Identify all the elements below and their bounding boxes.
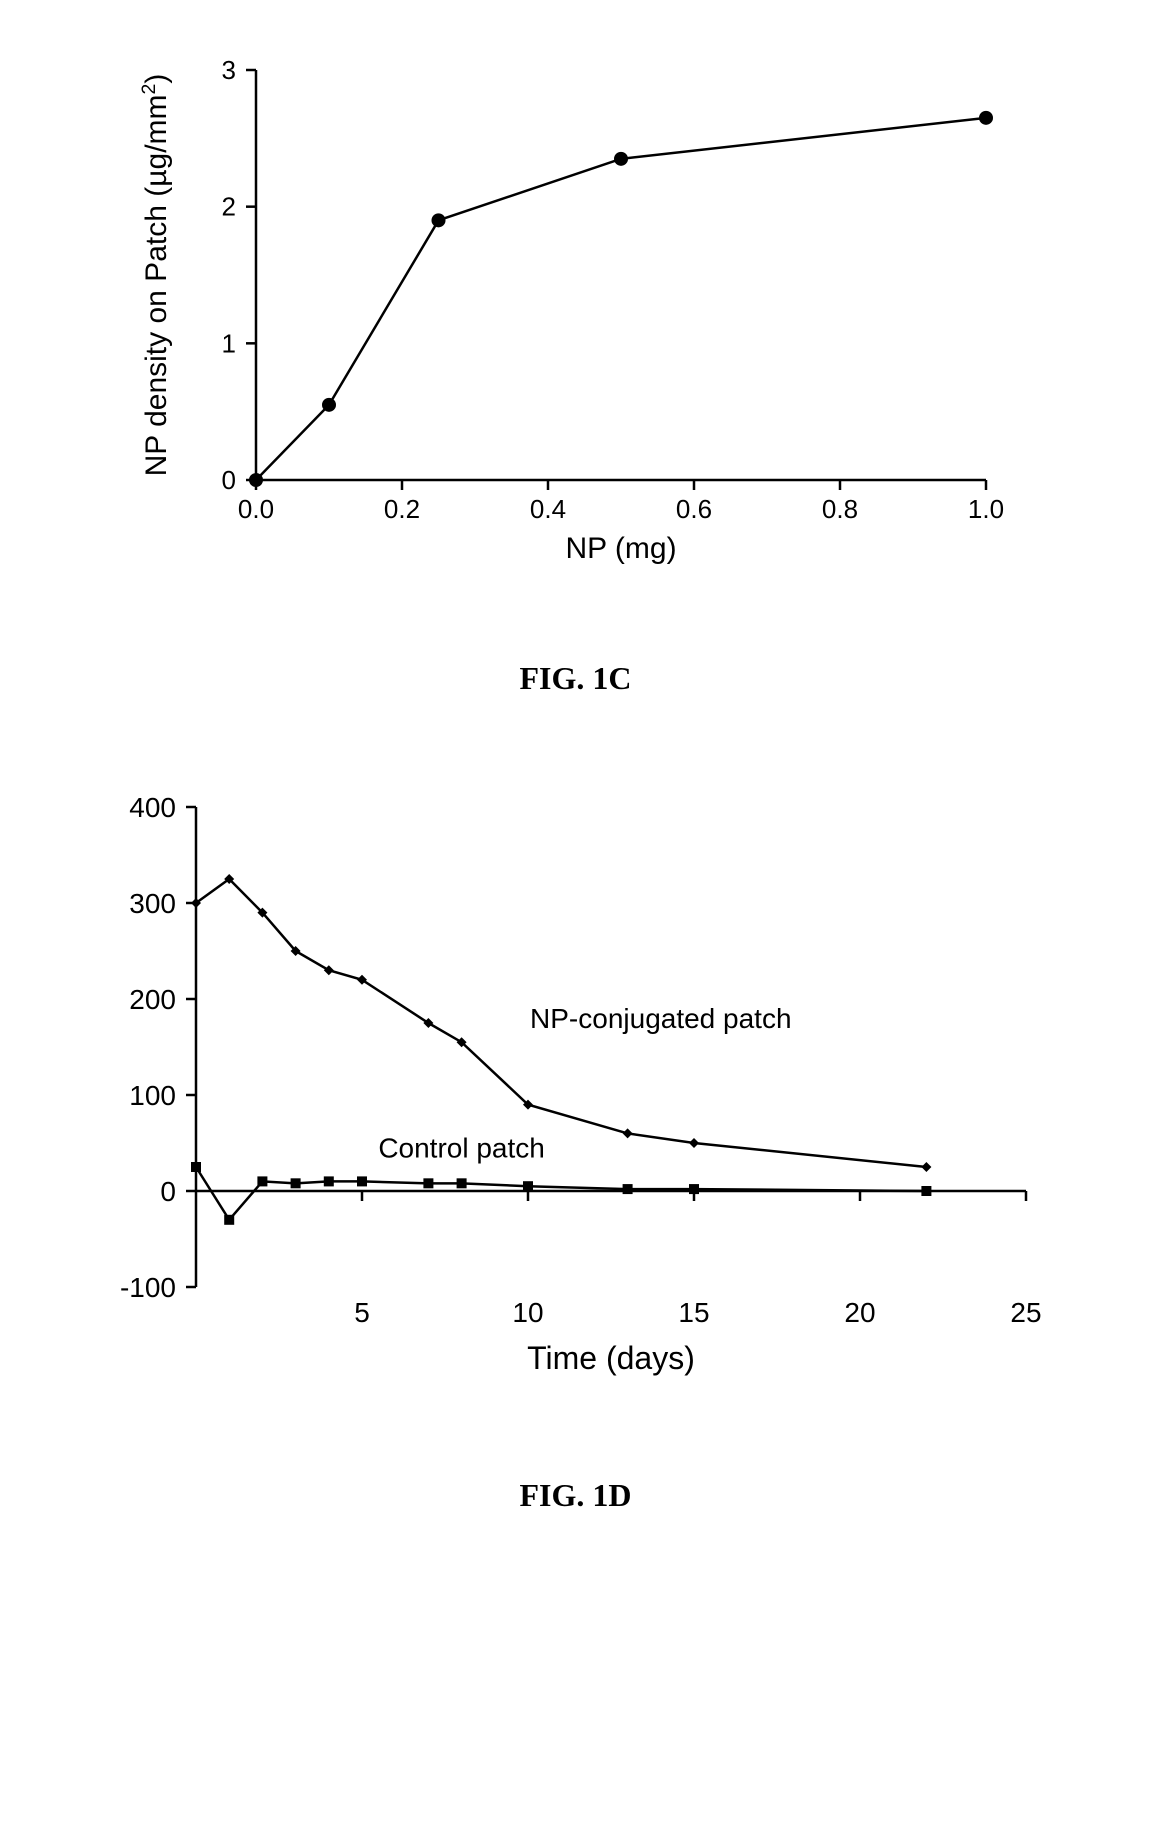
svg-text:10: 10 — [512, 1297, 543, 1328]
svg-text:Time (days): Time (days) — [527, 1340, 695, 1376]
svg-text:0: 0 — [160, 1176, 176, 1207]
svg-text:0: 0 — [221, 465, 235, 495]
svg-text:300: 300 — [129, 888, 176, 919]
svg-text:1: 1 — [221, 328, 235, 358]
svg-text:Control patch: Control patch — [378, 1132, 545, 1163]
svg-text:3: 3 — [221, 55, 235, 85]
svg-text:NP density on Patch (µg/mm2): NP density on Patch (µg/mm2) — [138, 74, 173, 477]
svg-text:NP-conjugated patch: NP-conjugated patch — [530, 1003, 792, 1034]
svg-text:-100: -100 — [119, 1272, 175, 1303]
svg-text:0.4: 0.4 — [529, 494, 565, 524]
svg-text:25: 25 — [1010, 1297, 1041, 1328]
svg-text:200: 200 — [129, 984, 176, 1015]
figure-1c-block: 0.0 0.2 0.4 0.6 0.8 1.0 0 1 2 3 NP (mg) NP density … — [40, 50, 1111, 697]
figure-1c-svg: 0.0 0.2 0.4 0.6 0.8 1.0 0 1 2 3 NP (mg) NP density … — [126, 50, 1026, 610]
svg-text:0.0: 0.0 — [237, 494, 273, 524]
figure-1d-block: 5 10 15 20 25 -100 0 100 200 300 400 Time (days) NP-… — [40, 787, 1111, 1514]
figure-1d-caption: FIG. 1D — [40, 1477, 1111, 1514]
figure-1c-caption: FIG. 1C — [40, 660, 1111, 697]
figure-1d-chart: 5 10 15 20 25 -100 0 100 200 300 400 Time (days) NP-… — [40, 787, 1111, 1427]
svg-text:0.8: 0.8 — [821, 494, 857, 524]
figure-1c-chart: 0.0 0.2 0.4 0.6 0.8 1.0 0 1 2 3 NP (mg) NP density … — [40, 50, 1111, 610]
svg-text:NP (mg): NP (mg) — [565, 532, 676, 565]
svg-text:15: 15 — [678, 1297, 709, 1328]
svg-text:400: 400 — [129, 792, 176, 823]
svg-text:2: 2 — [221, 192, 235, 222]
svg-text:1.0: 1.0 — [967, 494, 1003, 524]
figure-1d-svg: 5 10 15 20 25 -100 0 100 200 300 400 Time (days) NP-… — [76, 787, 1076, 1427]
svg-text:0.2: 0.2 — [383, 494, 419, 524]
svg-text:20: 20 — [844, 1297, 875, 1328]
svg-text:5: 5 — [354, 1297, 370, 1328]
svg-text:0.6: 0.6 — [675, 494, 711, 524]
svg-text:100: 100 — [129, 1080, 176, 1111]
